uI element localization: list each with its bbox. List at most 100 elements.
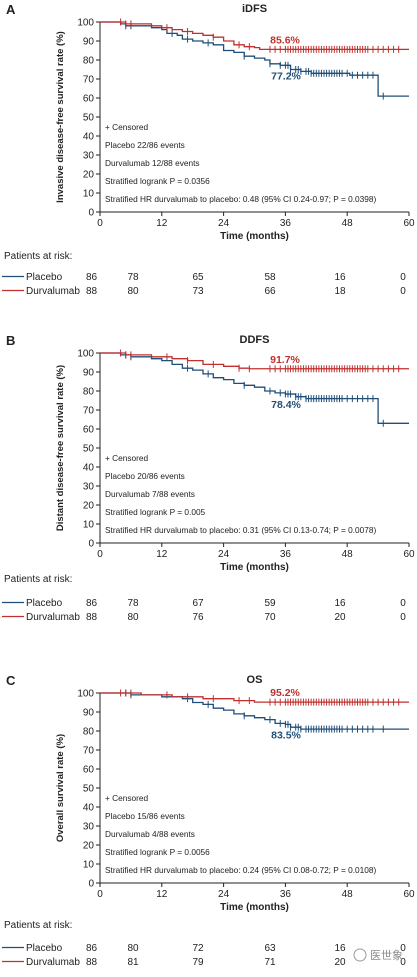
x-tick-label: 60: [403, 218, 415, 229]
risk-cell: 88: [86, 957, 98, 968]
panel-letter: A: [6, 2, 16, 17]
risk-cell: 59: [264, 598, 276, 609]
panel-letter: C: [6, 673, 16, 688]
risk-cell: 20: [334, 612, 346, 623]
risk-cell: 0: [400, 286, 406, 297]
watermark-icon: [353, 948, 367, 962]
panel-title: iDFS: [242, 3, 267, 15]
x-tick-label: 36: [280, 889, 292, 900]
x-axis-title: Time (months): [220, 902, 289, 913]
plot-annotation: + Censored: [105, 122, 149, 132]
y-tick-label: 70: [83, 75, 95, 86]
risk-cell: 16: [334, 598, 346, 609]
plot-annotation: Durvalumab 12/88 events: [105, 158, 200, 168]
x-tick-label: 48: [342, 889, 354, 900]
panel-title: OS: [247, 674, 263, 686]
series-end-label-durvalumab: 91.7%: [270, 354, 300, 366]
x-tick-label: 60: [403, 549, 415, 560]
risk-cell: 88: [86, 286, 98, 297]
y-tick-label: 10: [83, 189, 95, 200]
x-tick-label: 12: [156, 549, 168, 560]
plot-annotation: Stratified HR durvalumab to placebo: 0.3…: [105, 525, 377, 535]
plot-annotation: Stratified logrank P = 0.005: [105, 507, 206, 517]
series-end-label-durvalumab: 85.6%: [270, 34, 300, 46]
plot-annotation: Durvalumab 4/88 events: [105, 829, 195, 839]
plot-annotation: Stratified logrank P = 0.0356: [105, 176, 210, 186]
risk-row-label: Placebo: [26, 598, 63, 609]
risk-cell: 76: [192, 612, 204, 623]
y-axis-title: Distant disease-free survival rate (%): [55, 365, 66, 531]
risk-cell: 0: [400, 612, 406, 623]
risk-cell: 72: [192, 943, 204, 954]
x-tick-label: 12: [156, 889, 168, 900]
risk-cell: 70: [264, 612, 276, 623]
plot-annotation: Placebo 22/86 events: [105, 140, 185, 150]
risk-table-title: Patients at risk:: [4, 920, 72, 931]
y-axis-title: Invasive disease-free survival rate (%): [55, 31, 66, 203]
risk-cell: 80: [127, 612, 139, 623]
y-tick-label: 70: [83, 406, 95, 417]
y-tick-label: 80: [83, 727, 95, 738]
risk-cell: 78: [127, 598, 139, 609]
y-tick-label: 100: [77, 689, 94, 700]
series-line-durvalumab: [100, 692, 409, 703]
y-tick-label: 50: [83, 784, 95, 795]
series-line-durvalumab: [100, 21, 409, 51]
y-tick-label: 0: [88, 879, 94, 890]
plot-annotation: Placebo 20/86 events: [105, 471, 185, 481]
risk-row-label: Durvalumab: [26, 612, 80, 623]
x-axis-title: Time (months): [220, 562, 289, 573]
x-tick-label: 0: [97, 218, 103, 229]
y-tick-label: 30: [83, 822, 95, 833]
y-tick-label: 100: [77, 349, 94, 360]
risk-row-label: Placebo: [26, 943, 63, 954]
panel-title: DDFS: [240, 334, 270, 346]
plot-annotation: Stratified HR durvalumab to placebo: 0.2…: [105, 865, 377, 875]
plot-annotation: Placebo 15/86 events: [105, 811, 185, 821]
risk-cell: 66: [264, 286, 276, 297]
panel-c: C OS 0 10 20 30 40 50 60 70 80 90 100 0 12 24 36 48 60 Time…: [2, 673, 415, 968]
risk-cell: 86: [86, 598, 98, 609]
risk-cell: 80: [127, 943, 139, 954]
y-tick-label: 100: [77, 18, 94, 29]
risk-cell: 78: [127, 272, 139, 283]
y-tick-label: 30: [83, 151, 95, 162]
risk-cell: 73: [192, 286, 204, 297]
risk-cell: 80: [127, 286, 139, 297]
y-tick-label: 20: [83, 501, 95, 512]
y-tick-label: 10: [83, 520, 95, 531]
plot-annotation: Durvalumab 7/88 events: [105, 489, 195, 499]
x-axis-title: Time (months): [220, 231, 289, 242]
x-tick-label: 60: [403, 889, 415, 900]
risk-cell: 16: [334, 943, 346, 954]
risk-cell: 67: [192, 598, 204, 609]
x-tick-label: 24: [218, 889, 230, 900]
series-end-label-placebo: 78.4%: [271, 399, 301, 411]
x-tick-label: 48: [342, 549, 354, 560]
watermark: 医世象: [353, 948, 403, 962]
risk-row-label: Placebo: [26, 272, 63, 283]
x-tick-label: 48: [342, 218, 354, 229]
risk-cell: 0: [400, 272, 406, 283]
plot-annotation: + Censored: [105, 793, 149, 803]
risk-row-label: Durvalumab: [26, 286, 80, 297]
risk-cell: 81: [127, 957, 139, 968]
risk-cell: 0: [400, 943, 406, 954]
y-tick-label: 60: [83, 94, 95, 105]
panel-letter: B: [6, 333, 15, 348]
x-tick-label: 0: [97, 549, 103, 560]
risk-table-title: Patients at risk:: [4, 251, 72, 262]
series-line-placebo: [100, 692, 409, 730]
y-tick-label: 20: [83, 170, 95, 181]
y-tick-label: 50: [83, 444, 95, 455]
y-tick-label: 70: [83, 746, 95, 757]
risk-cell: 86: [86, 272, 98, 283]
risk-cell: 20: [334, 957, 346, 968]
risk-cell: 71: [264, 957, 276, 968]
y-tick-label: 20: [83, 841, 95, 852]
y-tick-label: 0: [88, 208, 94, 219]
x-tick-label: 36: [280, 549, 292, 560]
